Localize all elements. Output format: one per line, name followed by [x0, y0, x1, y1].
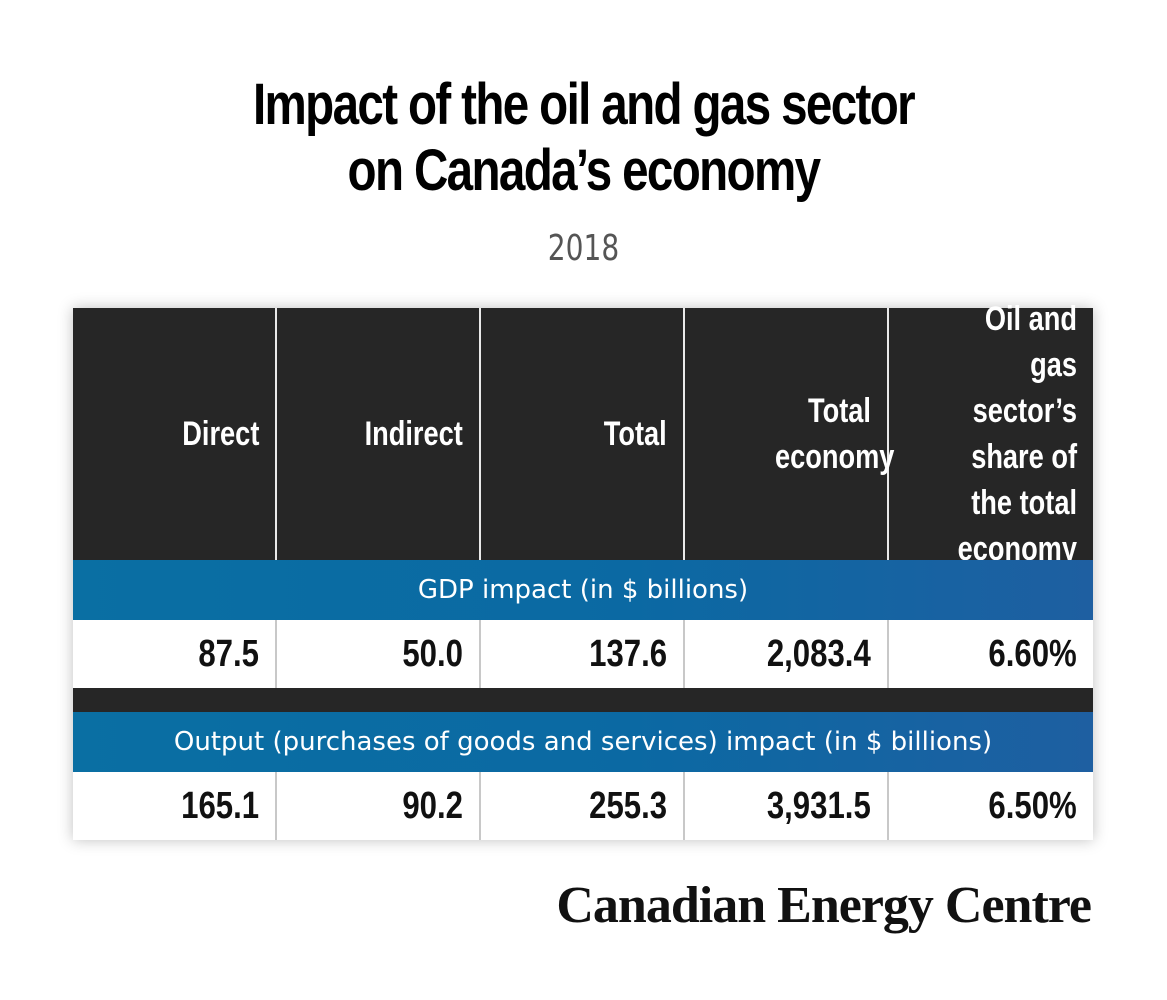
column-header-total-economy-label: Total economy: [775, 392, 895, 476]
column-header-total-label: Total: [604, 415, 667, 453]
chart-subtitle-year: 2018: [547, 228, 620, 269]
column-header-sector-share: Oil and gas sector’s share of the total …: [889, 300, 1093, 568]
title-line-2: on Canada’s economy: [347, 138, 822, 203]
table-header-row: Direct Indirect Total Total economy Oil …: [73, 300, 1093, 568]
cell-value: 87.5: [198, 632, 259, 675]
cell-value: 2,083.4: [767, 632, 871, 675]
chart-title: Impact of the oil and gas sector on Cana…: [105, 72, 1062, 204]
table-row-gdp: 87.5 50.0 137.6 2,083.4 6.60%: [73, 620, 1093, 688]
section-divider: [73, 688, 1093, 712]
cell-value: 6.50%: [988, 784, 1077, 827]
section-band-gdp: GDP impact (in $ billions): [73, 560, 1093, 620]
column-header-indirect: Indirect: [277, 308, 481, 560]
table-row-output: 165.1 90.2 255.3 3,931.5 6.50%: [73, 772, 1093, 840]
cell-value: 137.6: [589, 632, 667, 675]
table-cell-output-total-economy: 3,931.5: [685, 772, 889, 840]
column-header-sector-share-label: Oil and gas sector’s share of the total …: [957, 300, 1077, 568]
table-cell-gdp-share: 6.60%: [889, 620, 1093, 688]
column-header-direct: Direct: [73, 308, 277, 560]
cell-value: 3,931.5: [767, 784, 871, 827]
table-cell-gdp-indirect: 50.0: [277, 620, 481, 688]
table-cell-output-share: 6.50%: [889, 772, 1093, 840]
column-header-total: Total: [481, 308, 685, 560]
brand-logo: Canadian Energy Centre: [556, 877, 1092, 934]
table-cell-output-indirect: 90.2: [277, 772, 481, 840]
column-header-total-economy: Total economy: [685, 308, 895, 560]
cell-value: 90.2: [402, 784, 463, 827]
table-cell-gdp-total-economy: 2,083.4: [685, 620, 889, 688]
section-band-output: Output (purchases of goods and services)…: [73, 712, 1093, 772]
table-cell-gdp-direct: 87.5: [73, 620, 277, 688]
column-header-indirect-label: Indirect: [364, 415, 463, 453]
cell-value: 6.60%: [988, 632, 1077, 675]
table-cell-output-direct: 165.1: [73, 772, 277, 840]
title-line-1: Impact of the oil and gas sector: [252, 72, 916, 137]
cell-value: 255.3: [589, 784, 667, 827]
cell-value: 50.0: [402, 632, 463, 675]
table-cell-output-total: 255.3: [481, 772, 685, 840]
table-cell-gdp-total: 137.6: [481, 620, 685, 688]
column-header-direct-label: Direct: [181, 415, 259, 453]
cell-value: 165.1: [181, 784, 259, 827]
impact-table: Direct Indirect Total Total economy Oil …: [73, 300, 1093, 840]
